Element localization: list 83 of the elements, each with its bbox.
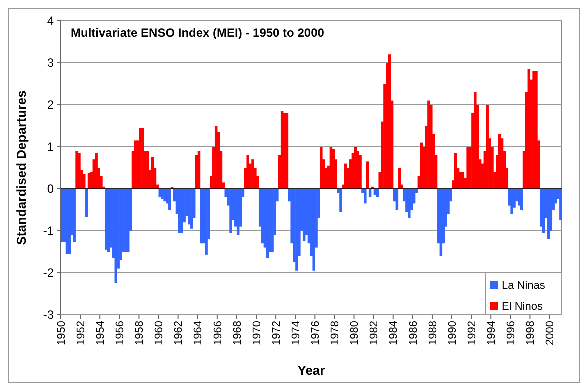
bar xyxy=(330,147,333,189)
bar xyxy=(198,151,201,189)
x-tick-label: 1978 xyxy=(330,321,342,346)
bar xyxy=(76,151,78,189)
y-tick-label: 4 xyxy=(47,14,54,28)
bar xyxy=(535,71,538,189)
bar xyxy=(134,140,138,189)
x-tick-label: 1954 xyxy=(94,321,107,346)
x-tick-label: 1996 xyxy=(506,321,518,346)
bar xyxy=(466,147,470,189)
bar xyxy=(230,189,232,234)
x-tick-label: 1966 xyxy=(212,321,224,346)
x-tick-label: 1956 xyxy=(114,321,127,346)
legend-label: La Ninas xyxy=(502,280,546,292)
bar xyxy=(246,155,250,189)
x-tick-label: 1958 xyxy=(134,321,146,346)
x-tick-label: 1968 xyxy=(232,321,244,346)
bar xyxy=(271,189,274,252)
bar xyxy=(178,189,182,234)
bar xyxy=(486,105,489,189)
x-tick-label: 1984 xyxy=(388,321,400,346)
bar xyxy=(430,105,433,189)
x-tick-label: 1994 xyxy=(486,321,498,346)
bar xyxy=(73,189,76,242)
bar xyxy=(560,189,562,220)
y-tick-label: 2 xyxy=(47,98,54,112)
y-tick-label: -1 xyxy=(43,224,54,238)
x-tick-label: 1990 xyxy=(446,321,459,346)
bar xyxy=(312,189,316,271)
bar xyxy=(340,189,342,212)
bar xyxy=(190,189,194,229)
x-tick-label: 1962 xyxy=(173,321,186,346)
x-tick-label: 1976 xyxy=(310,321,322,346)
bar xyxy=(510,189,514,214)
x-tick-label: 1974 xyxy=(290,321,302,346)
bar xyxy=(126,189,130,252)
bar xyxy=(500,138,504,189)
bar xyxy=(261,189,264,244)
y-axis-title: Standardised Departures xyxy=(14,90,29,246)
x-tick-label: 1980 xyxy=(349,321,362,346)
bar xyxy=(428,100,430,189)
bar xyxy=(364,189,367,204)
y-tick-label: -2 xyxy=(43,266,54,280)
x-tick-label: 1960 xyxy=(154,321,166,346)
x-tick-label: 1952 xyxy=(75,321,88,346)
y-tick-label: 0 xyxy=(47,182,54,196)
bar xyxy=(542,189,546,234)
x-tick-label: 1970 xyxy=(251,321,264,346)
x-tick-label: 1972 xyxy=(270,321,283,346)
bar xyxy=(252,160,254,189)
chart-title: Multivariate ENSO Index (MEI) - 1950 to 2000 xyxy=(71,26,325,40)
bar xyxy=(498,134,502,189)
x-tick-label: 1982 xyxy=(368,321,381,346)
bar xyxy=(142,128,144,189)
bar xyxy=(286,113,289,189)
x-tick-label: 2000 xyxy=(544,321,557,346)
x-tick-label: 1998 xyxy=(525,321,538,346)
bar xyxy=(78,153,81,189)
x-tick-label: 1964 xyxy=(192,321,205,346)
bar xyxy=(320,147,323,189)
bar xyxy=(518,189,521,206)
y-tick-label: -3 xyxy=(43,308,54,322)
x-axis-title: Year xyxy=(298,363,326,378)
bar xyxy=(408,189,411,218)
bar xyxy=(151,158,154,189)
bar xyxy=(146,151,150,189)
bar xyxy=(366,162,370,189)
bar xyxy=(68,189,72,254)
x-tick-label: 1950 xyxy=(56,321,68,346)
y-tick-label: 3 xyxy=(47,56,54,70)
bar xyxy=(547,189,550,240)
y-tick-label: 1 xyxy=(47,140,54,154)
legend-label: El Ninos xyxy=(502,301,544,313)
x-tick-label: 1986 xyxy=(408,321,420,346)
bar xyxy=(280,111,284,189)
bar xyxy=(388,54,392,189)
bar xyxy=(359,155,362,189)
x-tick-label: 1988 xyxy=(427,321,440,346)
bar xyxy=(95,153,98,189)
bar xyxy=(168,189,172,210)
bar xyxy=(104,189,108,250)
x-tick-label: 1992 xyxy=(466,321,478,346)
bar xyxy=(214,126,218,189)
